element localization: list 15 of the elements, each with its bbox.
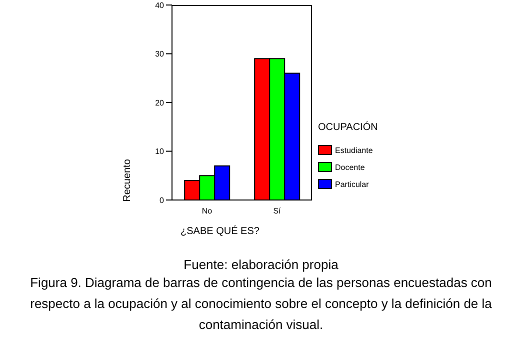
x-tick-label: Sí (273, 206, 282, 216)
legend-label: Estudiante (335, 146, 373, 154)
y-tick-label: 10 (155, 147, 165, 156)
legend-label: Docente (335, 162, 365, 172)
y-tick-label: 0 (160, 196, 165, 205)
source-note: Fuente: elaboración propia (182, 256, 340, 274)
legend-label: Particular (335, 180, 369, 188)
y-tick-label: 20 (155, 98, 165, 108)
x-tick-label: No (202, 206, 213, 216)
x-axis-title: ¿SABE QUÉ ES? (180, 226, 260, 237)
y-tick-label: 40 (155, 0, 165, 10)
text: Figura 9. Diagrama de barras de contingencia de las personas encuestadas con respecto a la ocupación y al conocimiento sobre el concepto y la definición de la contaminación visual. (29, 274, 493, 334)
legend-title: OCUPACIÓN (318, 122, 378, 133)
y-axis-title: Recuento (122, 158, 132, 202)
y-tick-label: 30 (155, 50, 165, 59)
